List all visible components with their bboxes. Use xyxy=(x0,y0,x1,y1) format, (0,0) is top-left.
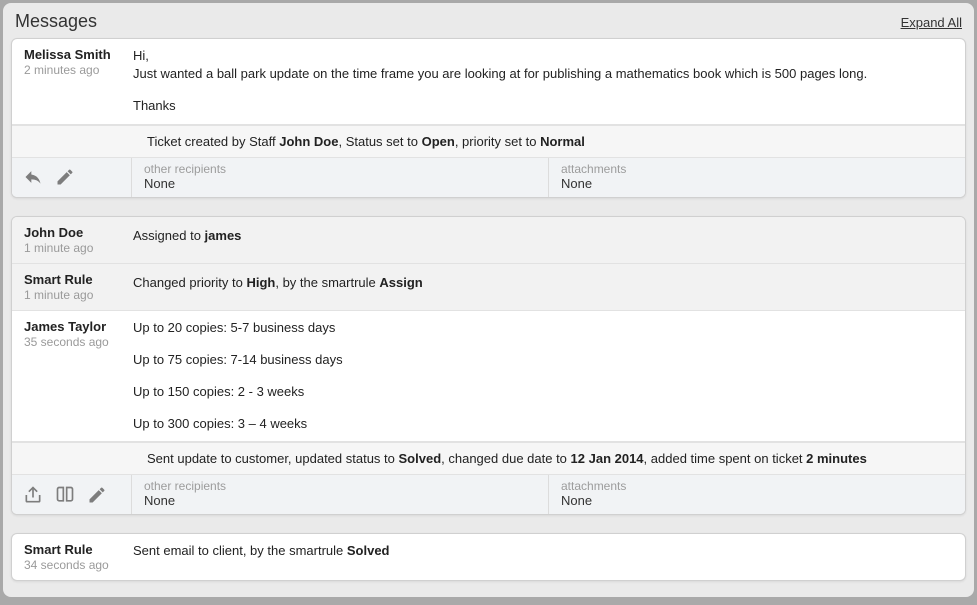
message-body: Hi, Just wanted a ball park update on th… xyxy=(127,39,965,124)
message-body: Changed priority to High, by the smartru… xyxy=(127,264,965,310)
message-body: Sent email to client, by the smartrule S… xyxy=(127,534,965,580)
message-row: James Taylor 35 seconds ago Up to 20 cop… xyxy=(12,311,965,443)
attachments-value: None xyxy=(561,493,953,508)
message-actions xyxy=(12,158,132,197)
message-time: 1 minute ago xyxy=(24,241,117,255)
attachments-label: attachments xyxy=(561,162,953,176)
message-meta: Smart Rule 1 minute ago xyxy=(12,264,127,310)
message-body: Assigned to james xyxy=(127,217,965,263)
message-card: Melissa Smith 2 minutes ago Hi, Just wan… xyxy=(11,38,966,198)
message-line: Thanks xyxy=(133,97,953,115)
messages-panel: Messages Expand All Melissa Smith 2 minu… xyxy=(3,3,974,597)
edit-icon[interactable] xyxy=(54,166,76,188)
other-recipients-label: other recipients xyxy=(144,479,536,493)
edit-icon[interactable] xyxy=(86,484,108,506)
footer-columns: other recipients None attachments None xyxy=(132,475,965,514)
message-line: Up to 300 copies: 3 – 4 weeks xyxy=(133,415,953,433)
message-footer: other recipients None attachments None xyxy=(12,158,965,197)
message-meta: John Doe 1 minute ago xyxy=(12,217,127,263)
message-time: 1 minute ago xyxy=(24,288,117,302)
page-title: Messages xyxy=(15,11,97,32)
author-name: Smart Rule xyxy=(24,272,117,287)
other-recipients-value: None xyxy=(144,176,536,191)
book-icon[interactable] xyxy=(54,484,76,506)
author-name: Smart Rule xyxy=(24,542,117,557)
system-row: John Doe 1 minute ago Assigned to james xyxy=(12,217,965,264)
other-recipients-value: None xyxy=(144,493,536,508)
author-name: James Taylor xyxy=(24,319,117,334)
message-actions xyxy=(12,475,132,514)
footer-columns: other recipients None attachments None xyxy=(132,158,965,197)
other-recipients-label: other recipients xyxy=(144,162,536,176)
message-line: Hi, xyxy=(133,47,953,65)
system-note: Sent update to customer, updated status … xyxy=(12,442,965,475)
attachments-col: attachments None xyxy=(549,475,965,514)
reply-icon[interactable] xyxy=(22,166,44,188)
share-icon[interactable] xyxy=(22,484,44,506)
author-name: John Doe xyxy=(24,225,117,240)
system-note: Ticket created by Staff John Doe, Status… xyxy=(12,125,965,158)
message-time: 2 minutes ago xyxy=(24,63,117,77)
message-meta: James Taylor 35 seconds ago xyxy=(12,311,127,442)
message-line: Just wanted a ball park update on the ti… xyxy=(133,65,953,83)
attachments-value: None xyxy=(561,176,953,191)
system-row: Smart Rule 34 seconds ago Sent email to … xyxy=(12,534,965,580)
message-body: Up to 20 copies: 5-7 business days Up to… xyxy=(127,311,965,442)
expand-all-link[interactable]: Expand All xyxy=(901,15,962,30)
system-row: Smart Rule 1 minute ago Changed priority… xyxy=(12,264,965,311)
message-time: 34 seconds ago xyxy=(24,558,117,572)
message-card: John Doe 1 minute ago Assigned to james … xyxy=(11,216,966,516)
message-meta: Smart Rule 34 seconds ago xyxy=(12,534,127,580)
message-row: Melissa Smith 2 minutes ago Hi, Just wan… xyxy=(12,39,965,125)
message-time: 35 seconds ago xyxy=(24,335,117,349)
message-footer: other recipients None attachments None xyxy=(12,475,965,514)
message-line: Up to 75 copies: 7-14 business days xyxy=(133,351,953,369)
message-card: Smart Rule 34 seconds ago Sent email to … xyxy=(11,533,966,581)
other-recipients-col: other recipients None xyxy=(132,158,549,197)
message-line: Up to 20 copies: 5-7 business days xyxy=(133,319,953,337)
attachments-col: attachments None xyxy=(549,158,965,197)
other-recipients-col: other recipients None xyxy=(132,475,549,514)
message-line: Up to 150 copies: 2 - 3 weeks xyxy=(133,383,953,401)
message-meta: Melissa Smith 2 minutes ago xyxy=(12,39,127,124)
author-name: Melissa Smith xyxy=(24,47,117,62)
header: Messages Expand All xyxy=(11,9,966,38)
attachments-label: attachments xyxy=(561,479,953,493)
